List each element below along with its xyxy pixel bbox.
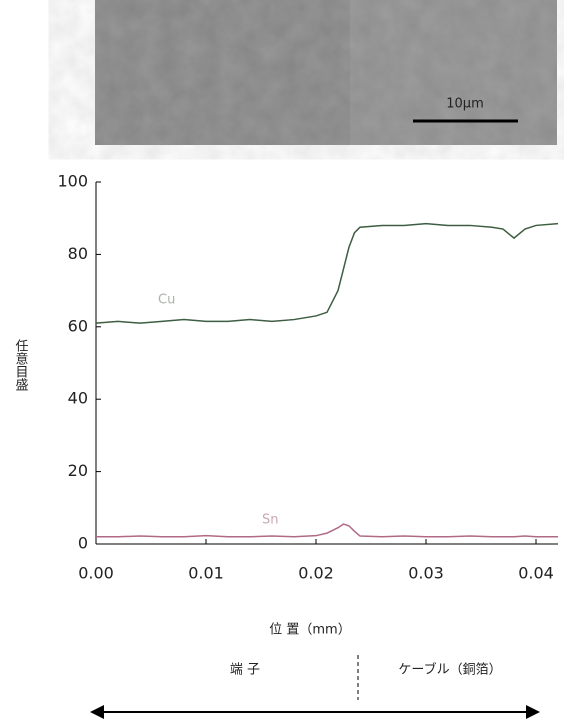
- y-axis-label: 任意目盛: [13, 339, 29, 391]
- y-tick-label: 80: [68, 244, 88, 263]
- x-tick-label: 0.01: [188, 564, 224, 583]
- y-tick-label: 20: [68, 461, 88, 480]
- scale-bar-label: 10μm: [446, 97, 483, 112]
- x-axis-label: 位 置（mm）: [269, 623, 350, 638]
- region-label: ケーブル（銅箔）: [398, 662, 501, 678]
- x-tick-label: 0.03: [408, 564, 444, 583]
- y-tick-label: 40: [68, 389, 88, 408]
- data-line: [95, 222, 559, 324]
- x-tick-label: 0.00: [78, 564, 114, 583]
- data-line: [96, 523, 558, 538]
- arrow-head: [90, 705, 104, 719]
- y-tick-label: 100: [57, 172, 88, 191]
- series-label: Sn: [262, 513, 279, 528]
- arrow-head: [526, 705, 540, 719]
- micrograph: 10μm: [95, 0, 557, 145]
- x-tick-label: 0.04: [518, 564, 554, 583]
- x-tick-label: 0.02: [298, 564, 334, 583]
- y-tick-label: 0: [78, 534, 88, 553]
- y-tick-label: 60: [68, 316, 88, 335]
- region-label: 端 子: [230, 663, 260, 678]
- series-label: Cu: [158, 293, 175, 308]
